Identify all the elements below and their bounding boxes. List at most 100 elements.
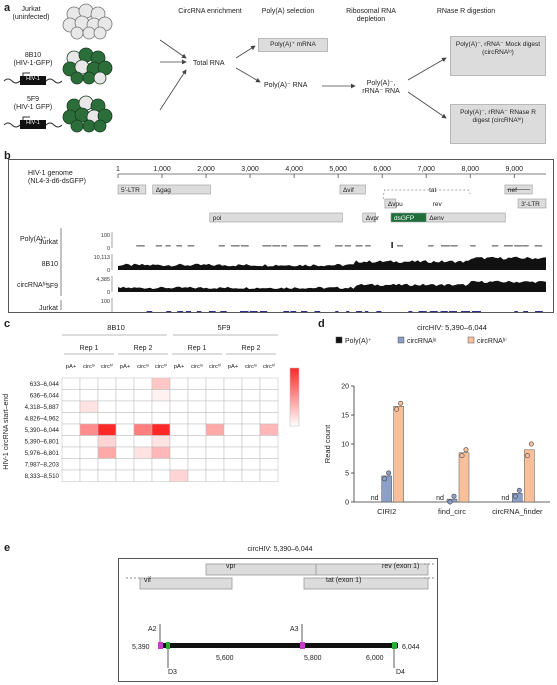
heatmap-cell: [259, 446, 279, 459]
heatmap-cell: [205, 412, 225, 425]
heatmap-cell: [169, 435, 189, 448]
track-max-label: 10,113: [94, 255, 110, 261]
gene-box-vpr: [362, 212, 376, 223]
genome-axis-tick-label: 6,000: [373, 166, 391, 173]
genome-axis-tick-label: 1: [116, 166, 120, 173]
heatmap-cell: [61, 412, 81, 425]
label-left-coord: 5,390: [132, 644, 150, 651]
heatmap-cell: [241, 400, 261, 413]
tat-gene-box: [303, 577, 429, 590]
genome-axis-tick-label: 2,000: [197, 166, 215, 173]
coverage-mark: [166, 311, 172, 312]
heatmap-cell: [79, 446, 99, 459]
y-tick-label: 5: [345, 471, 349, 478]
heatmap-cell: [151, 400, 171, 413]
coverage-mark: [272, 245, 281, 247]
heatmap-cell: [223, 389, 243, 402]
heatmap-cell: [205, 435, 225, 448]
group-label-polya: Poly(A)⁺: [20, 236, 47, 243]
heatmap-cell: [187, 377, 207, 390]
row-label: 5,390–6,801: [25, 439, 60, 446]
row-label: 5,976–6,801: [25, 450, 60, 457]
panel-b-frame: [8, 159, 554, 313]
gene-label-env: Δenv: [429, 215, 445, 222]
genome-axis-tick-label: 1,000: [153, 166, 171, 173]
coverage-mark: [335, 245, 343, 247]
coverage-mark: [290, 311, 297, 312]
genome-axis-tick-label: 7,000: [417, 166, 435, 173]
heatmap-cell: [79, 412, 99, 425]
coverage-mark: [240, 245, 249, 247]
heatmap-cell: [61, 389, 81, 402]
coverage-mark: [249, 311, 258, 312]
rep-label: Rep 1: [80, 345, 99, 352]
heatmap-cell: [79, 469, 99, 482]
heatmap-y-title: HIV-1 circRNA start–end: [3, 394, 10, 470]
heatmap-cell: [151, 389, 171, 402]
rep-label: Rep 1: [188, 345, 207, 352]
track-max-label: 100: [101, 299, 110, 305]
5f9-hiv-tag: HIV-1: [26, 120, 40, 126]
gene-label-tat: tat: [429, 187, 436, 194]
heatmap-cell: [61, 400, 81, 413]
heatmap-cell: [187, 469, 207, 482]
heatmap-cell: [97, 412, 117, 425]
heatmap-cell: [115, 412, 135, 425]
jurkat-cells-illustration: [62, 3, 113, 40]
heatmap-cell: [79, 435, 99, 448]
legend-swatch: [467, 336, 475, 344]
heatmap-cell: [97, 446, 117, 459]
heatmap-cell: [115, 446, 135, 459]
coverage-mark: [136, 245, 145, 247]
coverage-mark: [355, 245, 363, 247]
heatmap-cell: [241, 435, 261, 448]
coverage-mark: [449, 311, 457, 312]
coverage-mark: [302, 245, 308, 247]
heatmap-cell: [187, 412, 207, 425]
heatmap-cell: [259, 389, 279, 402]
x-category-label: CIRI2: [377, 507, 396, 516]
coverage-mark: [522, 245, 529, 247]
track-zero-label: 0: [107, 246, 110, 252]
heatmap-cell: [79, 458, 99, 471]
y-tick-label: 0: [345, 500, 349, 507]
d4-site-mark: [392, 642, 397, 649]
replicate-point: [398, 400, 404, 406]
heatmap-cell: [169, 458, 189, 471]
column-label: circʰⁱ: [263, 362, 275, 370]
legend-swatch: [397, 336, 405, 344]
label-tat: tat (exon 1): [326, 577, 362, 584]
coverage-peak: [391, 242, 393, 248]
coverage-mark: [346, 311, 350, 312]
rep-label: Rep 2: [242, 345, 261, 352]
column-label: circˡᵒ: [245, 363, 258, 370]
replicate-point: [386, 470, 392, 476]
column-label: circˡᵒ: [83, 363, 96, 370]
coverage-mark: [218, 245, 225, 247]
heatmap-cell: [61, 446, 81, 459]
legend-label: circRNAʰⁱ: [477, 337, 507, 345]
heatmap-cell: [79, 400, 99, 413]
heatmap-cell: [97, 400, 117, 413]
vif-gene-box: [139, 577, 233, 590]
genome-browser: 1 1,000 2,000 3,000 4,000 5,000 6,000 7,000 8,00…: [39, 166, 547, 312]
replicate-point: [451, 493, 457, 499]
heatmap-cell: [133, 423, 153, 436]
coverage-mark: [177, 311, 184, 312]
y-tick-label: 15: [341, 413, 349, 420]
circhiv-exon-bar: [158, 643, 398, 648]
nd-label: nd: [501, 495, 509, 502]
coverage-mark: [440, 245, 450, 247]
heatmap-cell: [259, 423, 279, 436]
coverage-mark: [408, 311, 413, 312]
row-label: 7,987–8,203: [25, 462, 60, 469]
coverage-mark: [471, 311, 481, 312]
coverage-mark: [314, 311, 321, 312]
label-vpr: vpr: [226, 563, 236, 570]
track-sample-label: Jurkat: [39, 305, 58, 312]
coverage-area: [118, 256, 546, 270]
coverage-mark: [470, 245, 476, 247]
8b10-label: 8B10 (HIV-1-GFP): [13, 52, 53, 67]
circrna-heatmap: 8B10 5F9 Rep 1 Rep 2 Rep 1 Rep 2 pA+ circˡᵒ circ…: [3, 323, 300, 482]
